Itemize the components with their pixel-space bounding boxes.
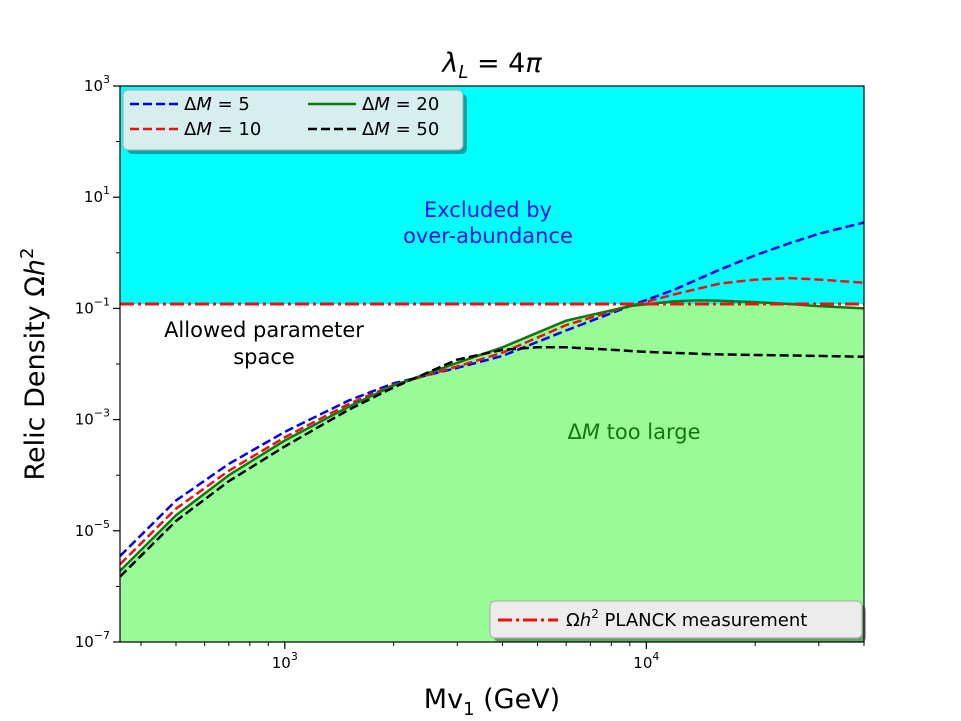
title-rhs: 4	[508, 48, 525, 79]
series-curves	[119, 221, 865, 578]
legend-label-m: M	[374, 94, 390, 115]
legend-item-dm5: ΔM = 5	[130, 94, 250, 115]
series-line-dm50	[119, 346, 865, 578]
allowed-label-line-2: space	[233, 345, 295, 369]
legend-box	[122, 89, 464, 151]
x-tick-exp: 3	[291, 650, 298, 663]
legend-label: ΔM = 5	[184, 94, 250, 115]
legend-label-value: = 50	[390, 119, 439, 140]
y-tick-label: 10−3	[75, 407, 110, 429]
legend-item-dm20: ΔM = 20	[308, 94, 439, 115]
legend-label: ΔM = 10	[184, 119, 261, 140]
y-label-h: h	[20, 259, 51, 276]
x-tick-exp: 4	[652, 650, 659, 663]
x-tick-label: 103	[272, 650, 298, 672]
title-subscript: L	[458, 62, 468, 83]
planck-legend-box	[489, 600, 863, 639]
x-tick-label: 104	[633, 650, 659, 672]
title-equals: =	[468, 48, 508, 79]
title-lambda: λ	[440, 48, 458, 79]
chart-title: λL = 4π	[440, 48, 542, 83]
x-label-sub: 1	[463, 699, 474, 720]
x-label-unit: (GeV)	[475, 684, 561, 715]
y-tick-exp: −5	[94, 518, 110, 531]
y-axis-label: Relic Density Ωh2	[17, 247, 51, 480]
planck-legend: Ωh2 PLANCK measurement	[489, 600, 866, 642]
legend-label-value: = 10	[212, 119, 261, 140]
y-tick-exp: 3	[103, 73, 110, 86]
x-label-main: Mv	[424, 684, 463, 715]
excluded-label-line-2: over-abundance	[403, 224, 573, 248]
y-tick-base: 10	[75, 299, 94, 317]
legend-label-m: M	[196, 94, 212, 115]
x-axis-label: Mv1 (GeV)	[424, 684, 560, 720]
y-label-main: Relic Density Ω	[20, 276, 51, 480]
x-tick-base: 10	[633, 654, 652, 672]
y-tick-label: 10−7	[75, 629, 110, 651]
y-tick-base: 10	[84, 77, 103, 95]
y-tick-label: 103	[84, 73, 110, 95]
x-tick-base: 10	[272, 654, 291, 672]
planck-h: h	[580, 610, 591, 631]
legend-label-m: M	[374, 119, 390, 140]
y-tick-exp: −1	[94, 295, 110, 308]
delta-m-rest: too large	[600, 420, 701, 444]
delta-m-too-large-label: ΔM too large	[568, 420, 701, 444]
legend-item-dm50: ΔM = 50	[308, 119, 439, 140]
legend-label: ΔM = 50	[362, 119, 439, 140]
excluded-label-line-1: Excluded by	[424, 198, 552, 222]
delta-m-too-large-region	[120, 304, 864, 642]
planck-rest: PLANCK measurement	[599, 610, 807, 631]
legend-label-m: M	[196, 119, 212, 140]
delta-m-symbol: M	[582, 420, 600, 444]
y-tick-base: 10	[75, 411, 94, 429]
y-tick-base: 10	[75, 522, 94, 540]
series-line-dm10	[119, 276, 865, 566]
series-line-dm5	[119, 221, 865, 557]
planck-sup: 2	[591, 607, 599, 621]
y-tick-base: 10	[75, 633, 94, 651]
y-tick-exp: −3	[94, 407, 110, 420]
series-line-dm20	[119, 299, 865, 572]
legend-label-delta: Δ	[362, 94, 375, 115]
shaded-regions	[120, 86, 864, 642]
legend-label-delta: Δ	[184, 94, 197, 115]
legend-label-value: = 20	[390, 94, 439, 115]
y-tick-label: 10−5	[75, 518, 110, 540]
planck-legend-label: Ωh2 PLANCK measurement	[566, 607, 807, 631]
legend-label: ΔM = 20	[362, 94, 439, 115]
y-tick-label: 10−1	[75, 295, 110, 317]
y-label-sup: 2	[17, 247, 38, 258]
title-pi: π	[525, 48, 542, 79]
legend-label-delta: Δ	[362, 119, 375, 140]
y-tick-exp: 1	[103, 184, 110, 197]
y-tick-exp: −7	[94, 629, 110, 642]
y-tick-base: 10	[84, 188, 103, 206]
legend-item-dm10: ΔM = 10	[130, 119, 261, 140]
delta-m-glyph: Δ	[568, 420, 583, 444]
legend-label-value: = 5	[212, 94, 250, 115]
y-tick-label: 101	[84, 184, 110, 206]
legend-label-delta: Δ	[184, 119, 197, 140]
allowed-label-line-1: Allowed parameter	[164, 318, 364, 342]
planck-omega: Ω	[566, 610, 580, 631]
